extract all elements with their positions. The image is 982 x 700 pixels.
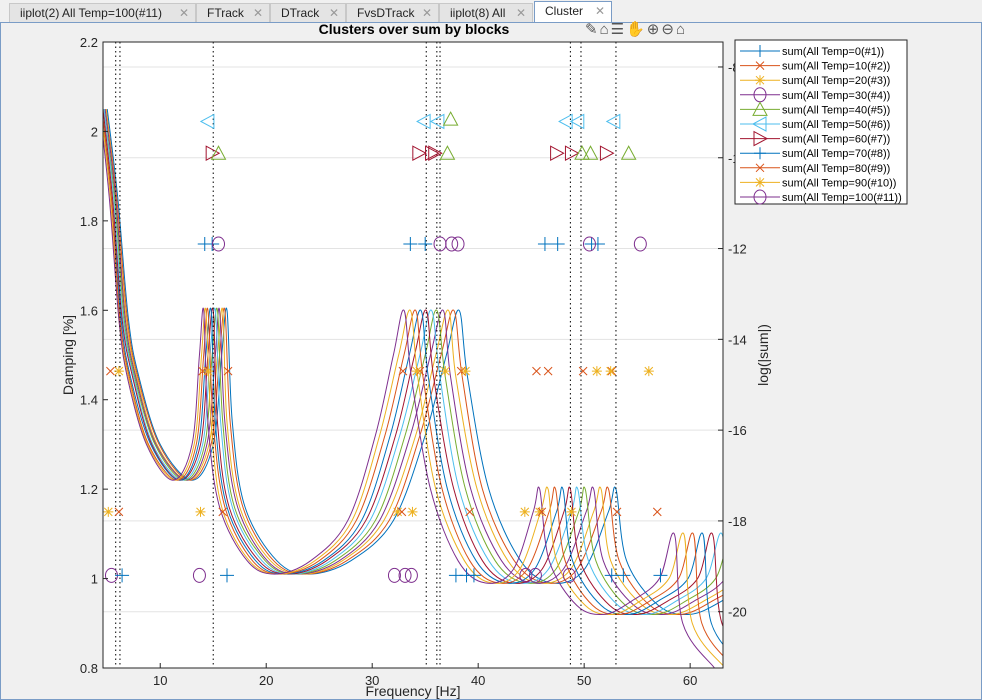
legend-label: sum(All Temp=90(#10)): [782, 177, 896, 189]
cluster-marker: [520, 507, 530, 517]
x-tick-label: 50: [577, 673, 591, 688]
y-tick-label: 1.2: [80, 482, 98, 497]
chart-title: Clusters over sum by blocks: [319, 21, 510, 37]
cluster-marker: [103, 507, 113, 517]
legend-label: sum(All Temp=60(#7)): [782, 134, 890, 146]
cluster-marker: [644, 366, 654, 376]
legend-label: sum(All Temp=30(#4)): [782, 90, 890, 102]
cluster-marker: [440, 366, 450, 376]
cluster-marker: [203, 366, 213, 376]
cluster-marker: [592, 366, 602, 376]
legend-label: sum(All Temp=100(#11)): [782, 192, 902, 204]
legend-label: sum(All Temp=10(#2)): [782, 61, 890, 73]
legend[interactable]: sum(All Temp=0(#1)) sum(All Temp=10(#2)) s…: [735, 40, 907, 204]
plot-area: [103, 42, 723, 668]
cluster-marker: [196, 507, 206, 517]
y-right-tick-label: -14: [728, 332, 747, 347]
cluster-marker: [566, 507, 576, 517]
y-axis-label: Damping [%]: [60, 315, 76, 395]
y-right-axis-label: log(|sum|): [755, 324, 771, 386]
y-tick-label: 0.8: [80, 661, 98, 676]
legend-label: sum(All Temp=70(#8)): [782, 148, 890, 160]
y-tick-label: 1.4: [80, 393, 98, 408]
cluster-marker: [606, 366, 616, 376]
x-tick-label: 40: [471, 673, 485, 688]
cluster-marker: [460, 366, 470, 376]
x-tick-label: 60: [683, 673, 697, 688]
cluster-marker: [393, 507, 403, 517]
legend-label: sum(All Temp=20(#3)): [782, 75, 890, 87]
legend-marker: [755, 177, 765, 187]
cluster-marker: [412, 366, 422, 376]
x-tick-label: 20: [259, 673, 273, 688]
y-right-tick-label: -16: [728, 423, 747, 438]
cluster-chart: -8-10-12-14-16-18-200.811.21.41.61.822.2…: [0, 0, 982, 700]
x-tick-label: 10: [153, 673, 167, 688]
legend-label: sum(All Temp=50(#6)): [782, 119, 890, 131]
y-tick-label: 2: [91, 124, 98, 139]
y-tick-label: 1.8: [80, 214, 98, 229]
y-tick-label: 1.6: [80, 303, 98, 318]
x-axis-label: Frequency [Hz]: [366, 683, 461, 699]
y-right-tick-label: -18: [728, 514, 747, 529]
y-right-tick-label: -12: [728, 242, 747, 257]
cluster-marker: [114, 366, 124, 376]
legend-label: sum(All Temp=40(#5)): [782, 104, 890, 116]
y-right-tick-label: -20: [728, 605, 747, 620]
legend-label: sum(All Temp=0(#1)): [782, 46, 884, 58]
y-tick-label: 1: [91, 572, 98, 587]
cluster-marker: [535, 507, 545, 517]
cluster-marker: [407, 507, 417, 517]
y-tick-label: 2.2: [80, 35, 98, 50]
legend-label: sum(All Temp=80(#9)): [782, 163, 890, 175]
legend-marker: [755, 75, 765, 85]
